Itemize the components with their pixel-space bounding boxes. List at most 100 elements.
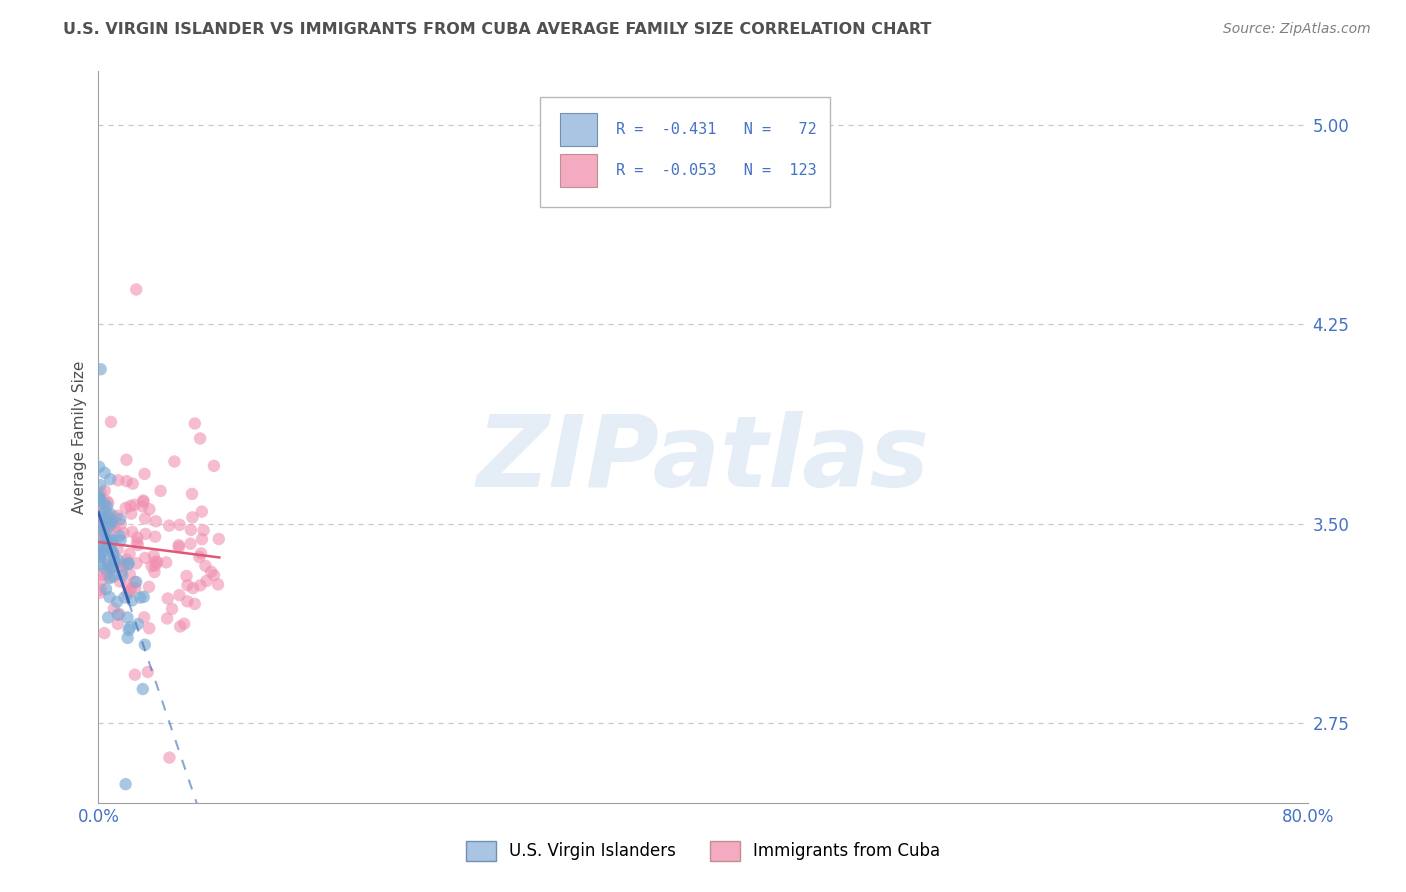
Point bbox=[117, 587, 139, 601]
Point bbox=[101, 519, 124, 533]
Point bbox=[114, 777, 136, 791]
Point bbox=[97, 517, 120, 532]
Point bbox=[107, 607, 129, 622]
Point bbox=[96, 508, 118, 522]
Point bbox=[89, 493, 111, 508]
Point bbox=[129, 591, 152, 605]
Point bbox=[118, 620, 141, 634]
Y-axis label: Average Family Size: Average Family Size bbox=[72, 360, 87, 514]
Point bbox=[136, 665, 159, 679]
Point bbox=[89, 491, 111, 506]
Point bbox=[93, 516, 115, 530]
Point bbox=[117, 579, 139, 593]
Point bbox=[163, 454, 186, 468]
Point bbox=[167, 540, 190, 554]
Point bbox=[97, 537, 120, 551]
Point bbox=[105, 595, 128, 609]
Point bbox=[89, 550, 111, 565]
Point bbox=[176, 578, 198, 592]
Point bbox=[103, 569, 125, 583]
Point bbox=[138, 502, 160, 516]
Point bbox=[143, 530, 166, 544]
Point bbox=[115, 474, 138, 488]
Point bbox=[93, 528, 115, 542]
Point bbox=[131, 500, 153, 514]
Point bbox=[98, 507, 121, 521]
Point bbox=[107, 542, 129, 557]
Point bbox=[93, 561, 115, 575]
Point bbox=[121, 593, 143, 607]
Point bbox=[132, 493, 155, 508]
Point bbox=[184, 417, 207, 431]
FancyBboxPatch shape bbox=[561, 113, 596, 146]
Point bbox=[191, 532, 214, 546]
Point bbox=[202, 568, 225, 582]
Point bbox=[132, 494, 155, 508]
Point bbox=[94, 582, 117, 596]
Point bbox=[134, 527, 156, 541]
Point bbox=[97, 496, 120, 510]
Point bbox=[98, 518, 121, 533]
Point bbox=[118, 547, 141, 561]
Point bbox=[112, 557, 135, 571]
Point bbox=[101, 533, 124, 548]
Point bbox=[160, 602, 183, 616]
Point bbox=[195, 574, 218, 588]
Point bbox=[145, 514, 167, 528]
Point bbox=[118, 583, 141, 598]
Point bbox=[115, 452, 138, 467]
FancyBboxPatch shape bbox=[540, 97, 830, 207]
Point bbox=[91, 567, 114, 582]
Point bbox=[111, 568, 134, 582]
Point bbox=[103, 601, 125, 615]
Point bbox=[100, 541, 122, 556]
Point bbox=[134, 550, 156, 565]
Point bbox=[100, 513, 122, 527]
Point bbox=[90, 546, 112, 560]
Point bbox=[184, 597, 207, 611]
Point bbox=[96, 494, 118, 508]
Point bbox=[169, 517, 191, 532]
Point bbox=[155, 555, 177, 569]
Point bbox=[97, 558, 120, 572]
Point bbox=[169, 588, 191, 602]
Point bbox=[96, 500, 118, 514]
Point bbox=[94, 504, 117, 518]
Point bbox=[89, 557, 111, 571]
Point bbox=[132, 590, 155, 604]
Point bbox=[127, 617, 149, 632]
Point bbox=[181, 581, 204, 595]
Point bbox=[89, 549, 111, 564]
Point bbox=[107, 473, 129, 487]
Point bbox=[90, 486, 112, 500]
Point bbox=[89, 549, 111, 564]
Point bbox=[114, 500, 136, 515]
Point bbox=[125, 535, 148, 549]
Point bbox=[118, 567, 141, 582]
Point bbox=[108, 574, 131, 589]
Point bbox=[89, 538, 111, 552]
Point bbox=[103, 548, 125, 562]
Point bbox=[125, 556, 148, 570]
Point bbox=[97, 513, 120, 527]
Point bbox=[97, 610, 120, 624]
Text: U.S. VIRGIN ISLANDER VS IMMIGRANTS FROM CUBA AVERAGE FAMILY SIZE CORRELATION CHA: U.S. VIRGIN ISLANDER VS IMMIGRANTS FROM … bbox=[63, 22, 932, 37]
Point bbox=[101, 560, 124, 574]
Point bbox=[190, 546, 212, 560]
Point bbox=[90, 362, 112, 376]
Point bbox=[96, 521, 118, 535]
Point bbox=[90, 524, 112, 538]
Point bbox=[169, 619, 191, 633]
Point bbox=[125, 574, 148, 589]
Point bbox=[89, 478, 111, 492]
Point bbox=[120, 582, 142, 596]
Point bbox=[176, 569, 198, 583]
Point bbox=[120, 499, 142, 513]
Point bbox=[134, 638, 156, 652]
Point bbox=[110, 533, 132, 548]
Point bbox=[94, 528, 117, 542]
Point bbox=[97, 531, 120, 545]
Point bbox=[194, 558, 217, 573]
Point bbox=[202, 458, 225, 473]
Point bbox=[145, 555, 167, 569]
